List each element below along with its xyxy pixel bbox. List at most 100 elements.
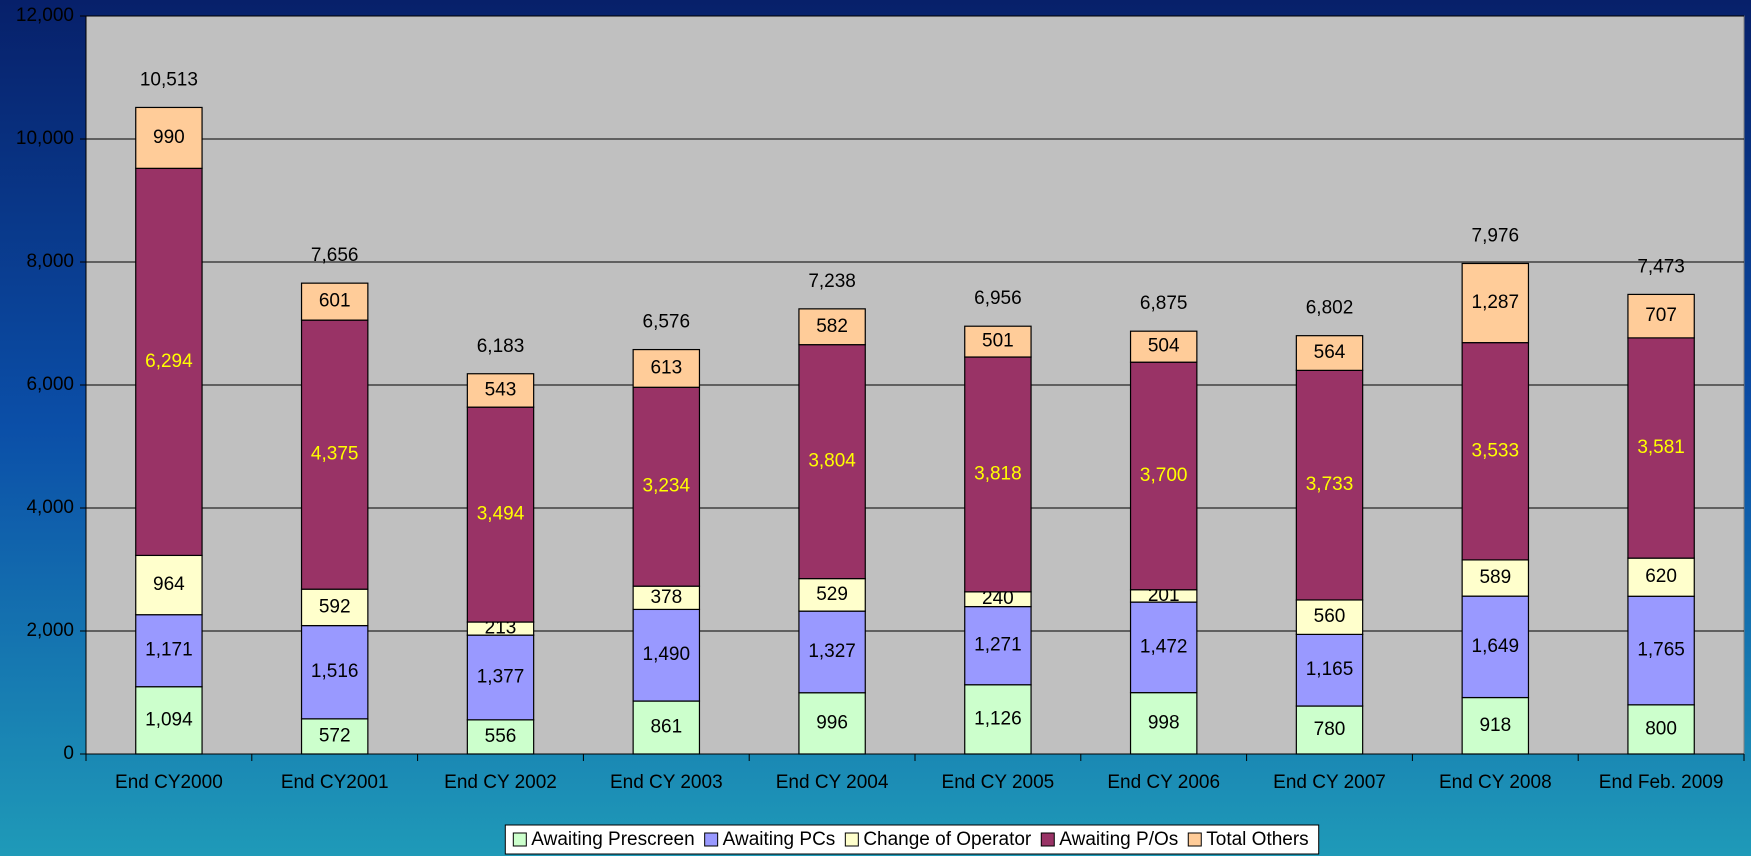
legend-label: Awaiting P/Os: [1059, 829, 1178, 850]
data-label: 1,649: [1472, 636, 1520, 657]
bar-segment: [1129, 601, 1198, 694]
legend: [504, 824, 1320, 855]
legend-label: Change of Operator: [863, 829, 1032, 850]
bar-segment: [1129, 361, 1198, 591]
bar-segment: [964, 684, 1032, 755]
bar-segment: [798, 344, 866, 580]
bar-segment: [964, 356, 1032, 593]
bar-segment: [1461, 559, 1530, 597]
bar-segment: [964, 325, 1032, 358]
data-label: 1,377: [477, 666, 525, 687]
data-label: 1,765: [1637, 640, 1685, 661]
data-label: 564: [1314, 342, 1346, 363]
data-label: 1,516: [311, 661, 359, 682]
legend-swatch: [512, 832, 527, 847]
y-tick-label: 6,000: [26, 374, 74, 395]
total-label: 6,802: [1306, 298, 1354, 319]
data-label: 1,271: [974, 635, 1022, 656]
bar-segment: [300, 718, 369, 755]
data-label: 601: [319, 291, 351, 312]
bar-segment: [1295, 335, 1364, 371]
x-tick-label: End CY 2005: [942, 772, 1055, 793]
data-label: 213: [485, 618, 517, 639]
data-label: 800: [1645, 718, 1677, 739]
total-label: 7,473: [1637, 256, 1685, 277]
data-label: 592: [319, 596, 351, 617]
bar-segment: [632, 386, 701, 587]
bar-segment: [1461, 262, 1530, 344]
bar-segment: [1627, 704, 1695, 755]
y-tick-label: 12,000: [16, 5, 74, 26]
x-tick-label: End CY 2008: [1439, 772, 1552, 793]
data-label: 998: [1148, 712, 1180, 733]
legend-swatch: [704, 832, 719, 847]
x-tick-label: End CY2000: [115, 772, 223, 793]
data-label: 543: [485, 379, 517, 400]
bar-segment: [1295, 599, 1364, 635]
x-tick-label: End CY2001: [281, 772, 389, 793]
total-label: 6,183: [477, 336, 525, 357]
bar-segment: [1295, 705, 1364, 755]
data-label: 529: [816, 584, 848, 605]
data-label: 3,733: [1306, 474, 1354, 495]
x-tick-label: End CY 2007: [1273, 772, 1386, 793]
data-label: 620: [1645, 566, 1677, 587]
data-label: 556: [485, 726, 517, 747]
y-tick-label: 0: [63, 743, 74, 764]
bar-segment: [1627, 293, 1695, 339]
data-label: 861: [650, 717, 682, 738]
bar-segment: [466, 719, 535, 755]
data-label: 6,294: [145, 351, 193, 372]
data-label: 996: [816, 712, 848, 733]
bar-segment: [632, 700, 701, 755]
bar-segment: [300, 319, 369, 590]
legend-label: Total Others: [1206, 829, 1308, 850]
bar-segment: [1461, 696, 1530, 755]
data-label: 1,490: [643, 644, 691, 665]
bar-segment: [466, 373, 535, 408]
data-label: 589: [1479, 567, 1511, 588]
x-tick-label: End CY 2004: [776, 772, 889, 793]
bar-segment: [1129, 330, 1198, 363]
data-label: 3,494: [477, 504, 525, 525]
data-label: 572: [319, 725, 351, 746]
legend-swatch: [1187, 832, 1202, 847]
data-label: 582: [816, 316, 848, 337]
bar-segment: [964, 605, 1032, 686]
legend-label: Awaiting Prescreen: [531, 829, 694, 850]
bar-segment: [1295, 633, 1364, 707]
data-label: 3,700: [1140, 465, 1188, 486]
total-label: 6,956: [974, 288, 1022, 309]
x-tick-label: End CY 2002: [444, 772, 557, 793]
data-label: 1,287: [1472, 292, 1520, 313]
bar-segment: [798, 692, 866, 755]
data-label: 3,804: [808, 451, 856, 472]
total-label: 6,576: [643, 312, 691, 333]
x-tick-label: End Feb. 2009: [1599, 772, 1724, 793]
bar-segment: [1295, 369, 1364, 601]
bar-segment: [1627, 557, 1695, 597]
bar-segment: [135, 686, 203, 755]
total-label: 10,513: [140, 69, 198, 90]
legend-swatch: [1040, 832, 1055, 847]
data-label: 501: [982, 331, 1014, 352]
bar-segment: [798, 610, 866, 694]
bar-segment: [1129, 692, 1198, 755]
data-label: 240: [982, 588, 1014, 609]
data-label: 560: [1314, 606, 1346, 627]
data-label: 990: [153, 127, 185, 148]
total-label: 7,976: [1472, 225, 1520, 246]
bar-segment: [1627, 595, 1695, 706]
bar-segment: [300, 282, 369, 321]
data-label: 1,327: [808, 641, 856, 662]
data-label: 4,375: [311, 444, 359, 465]
y-tick-label: 10,000: [16, 128, 74, 149]
bar-segment: [632, 348, 701, 388]
total-label: 7,238: [808, 271, 856, 292]
data-label: 1,126: [974, 708, 1022, 729]
bar-segment: [466, 634, 535, 721]
bar-segment: [135, 614, 203, 688]
bar-segment: [798, 308, 866, 346]
data-label: 3,234: [643, 476, 691, 497]
data-label: 918: [1479, 715, 1511, 736]
